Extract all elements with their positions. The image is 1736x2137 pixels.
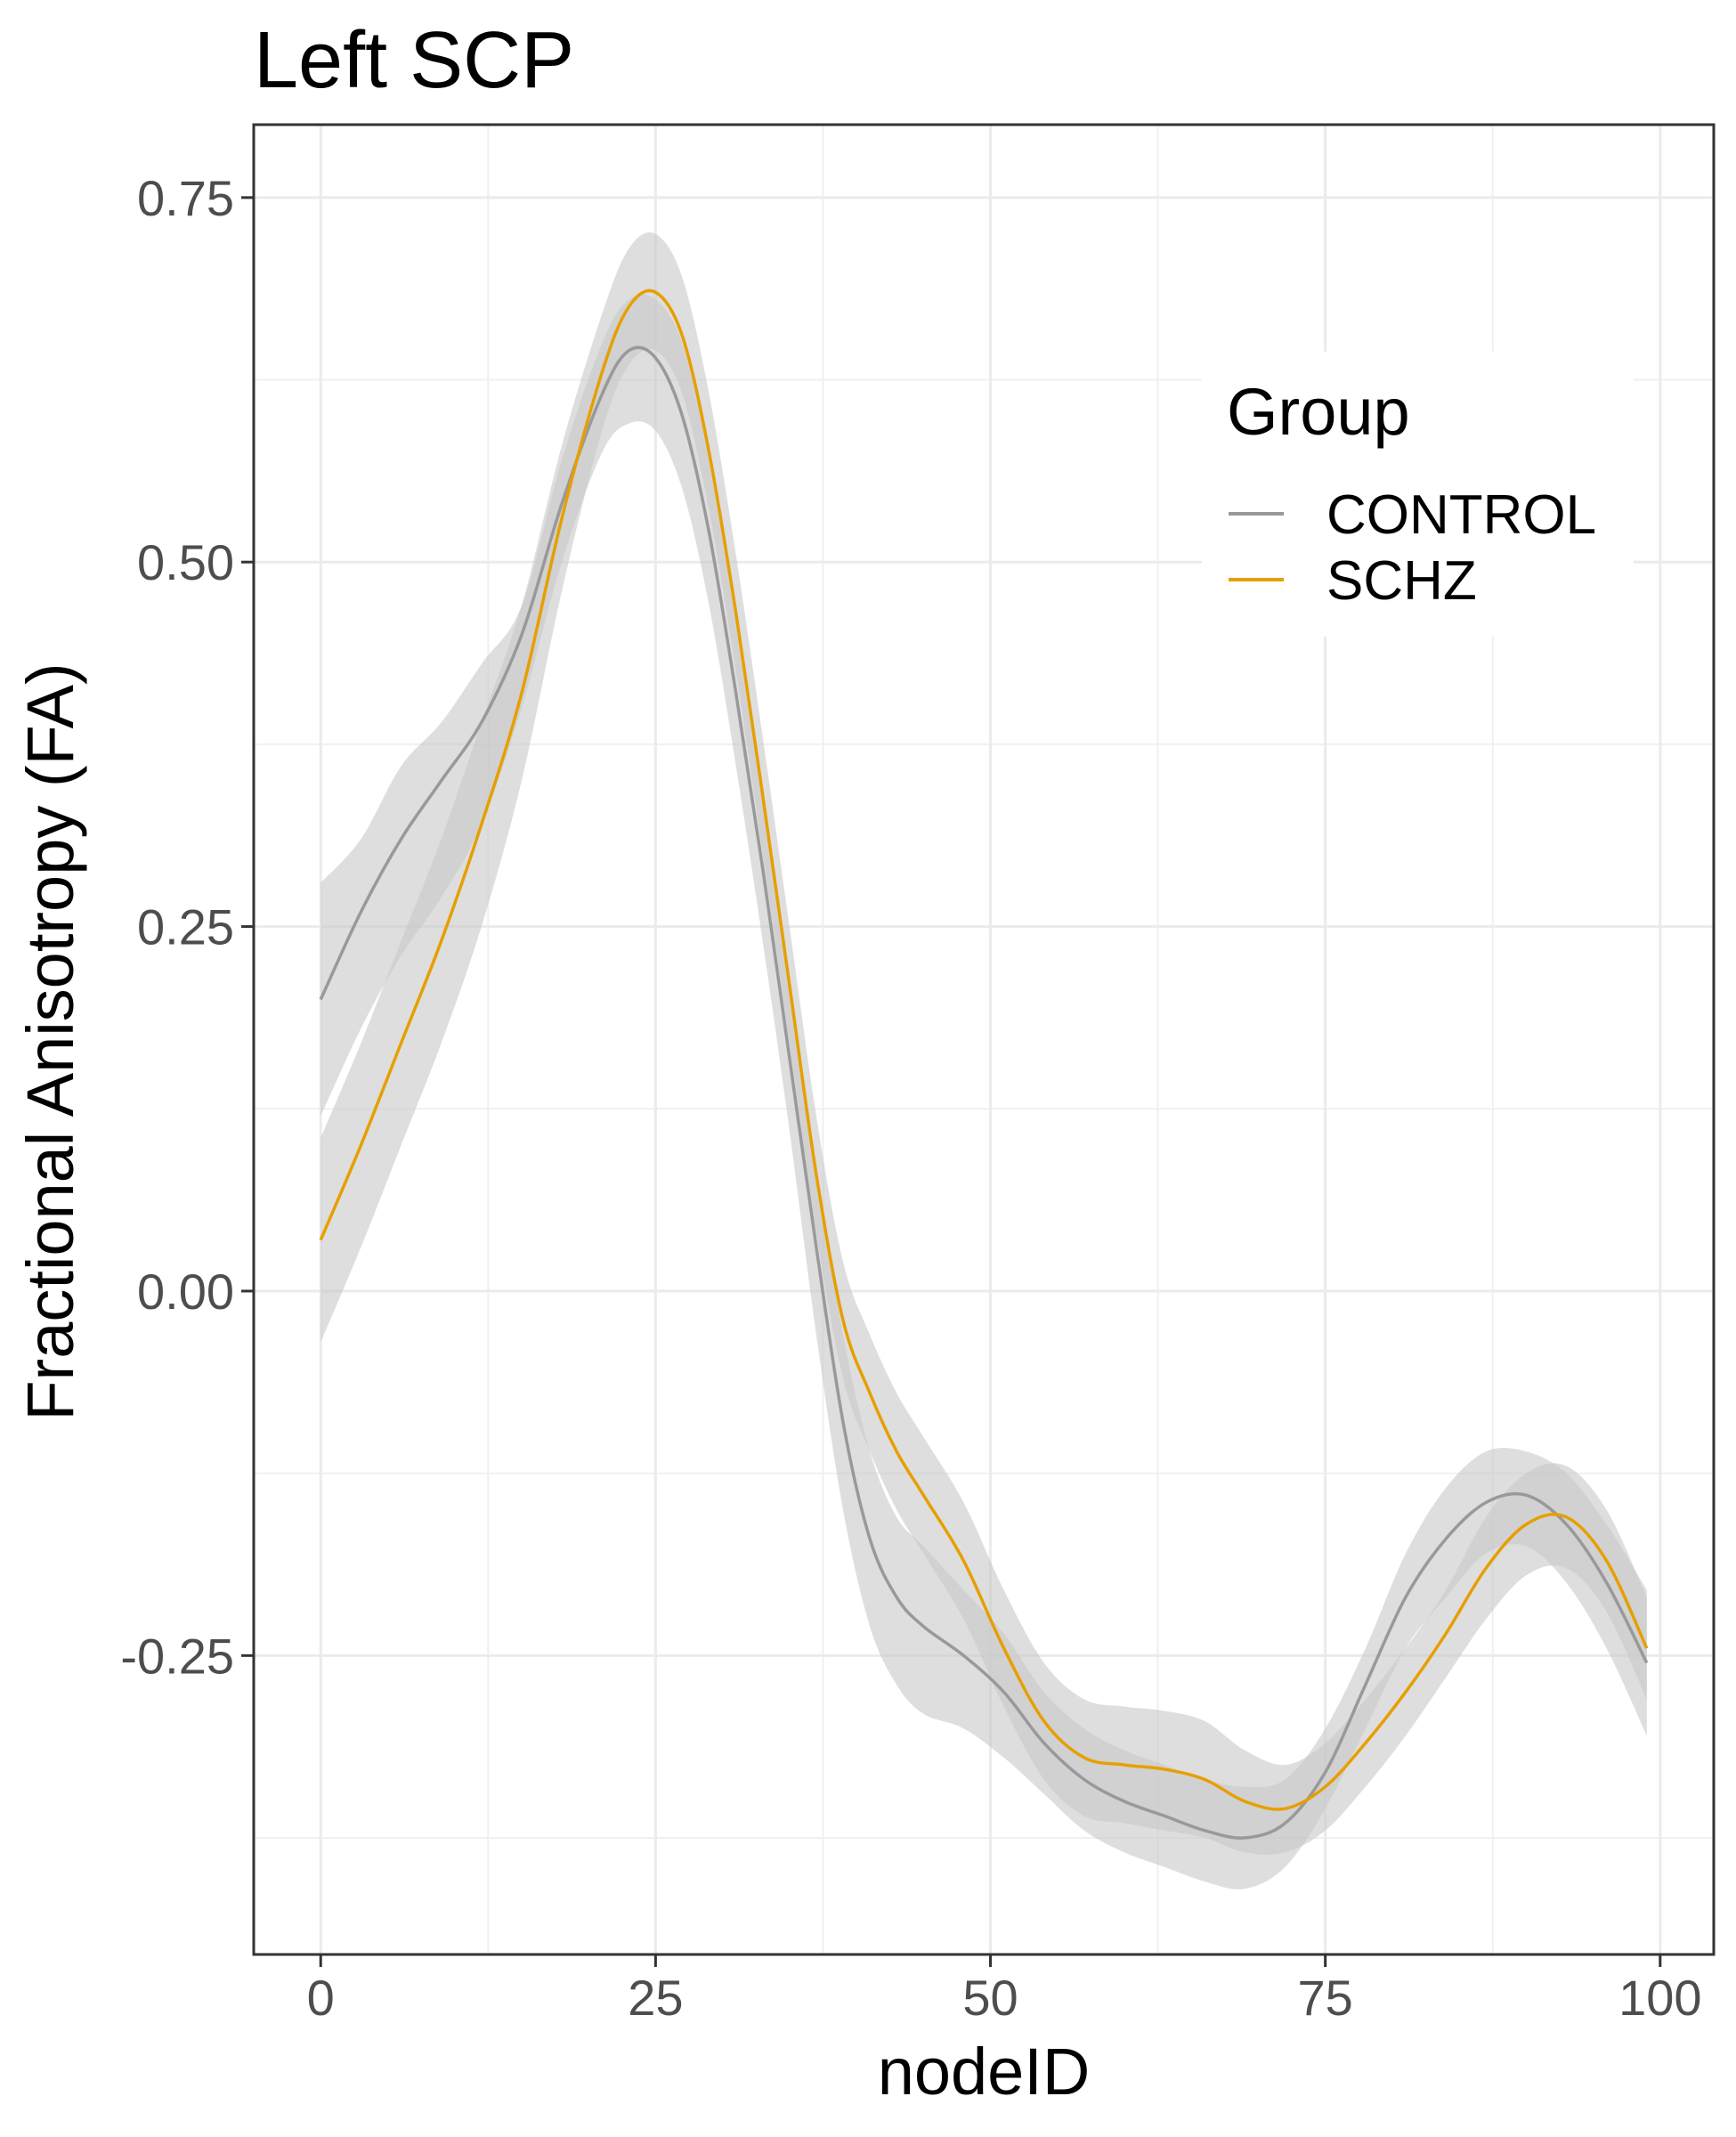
x-axis-title: nodeID xyxy=(878,2035,1091,2109)
legend-label-schz: SCHZ xyxy=(1326,550,1477,612)
series-line-control xyxy=(319,345,1649,1840)
chart-title: Left SCP xyxy=(254,16,574,105)
y-tick-label: 0.75 xyxy=(137,170,234,226)
legend-title: Group xyxy=(1227,375,1410,449)
y-axis-ticks: -0.25 0.00 0.25 0.50 0.75 xyxy=(120,170,254,1684)
y-tick-label: -0.25 xyxy=(120,1628,234,1684)
y-axis-title: Fractional Anisotropy (FA) xyxy=(13,662,87,1420)
x-tick-label: 75 xyxy=(1298,1970,1353,2026)
x-axis-ticks: 0 25 50 75 100 xyxy=(307,1954,1702,2026)
legend: Group CONTROL SCHZ xyxy=(1202,352,1634,637)
y-tick-label: 0.50 xyxy=(137,534,234,590)
x-tick-label: 50 xyxy=(962,1970,1018,2026)
series-line-schz xyxy=(319,288,1649,1811)
legend-background xyxy=(1202,352,1634,637)
x-tick-label: 0 xyxy=(307,1970,335,2026)
series-lines xyxy=(319,288,1649,1840)
y-tick-label: 0.00 xyxy=(137,1264,234,1320)
plot-panel-border xyxy=(252,123,1716,1956)
x-tick-label: 100 xyxy=(1618,1970,1701,2026)
y-tick-label: 0.25 xyxy=(137,899,234,955)
x-tick-label: 25 xyxy=(628,1970,683,2026)
legend-label-control: CONTROL xyxy=(1326,484,1596,546)
